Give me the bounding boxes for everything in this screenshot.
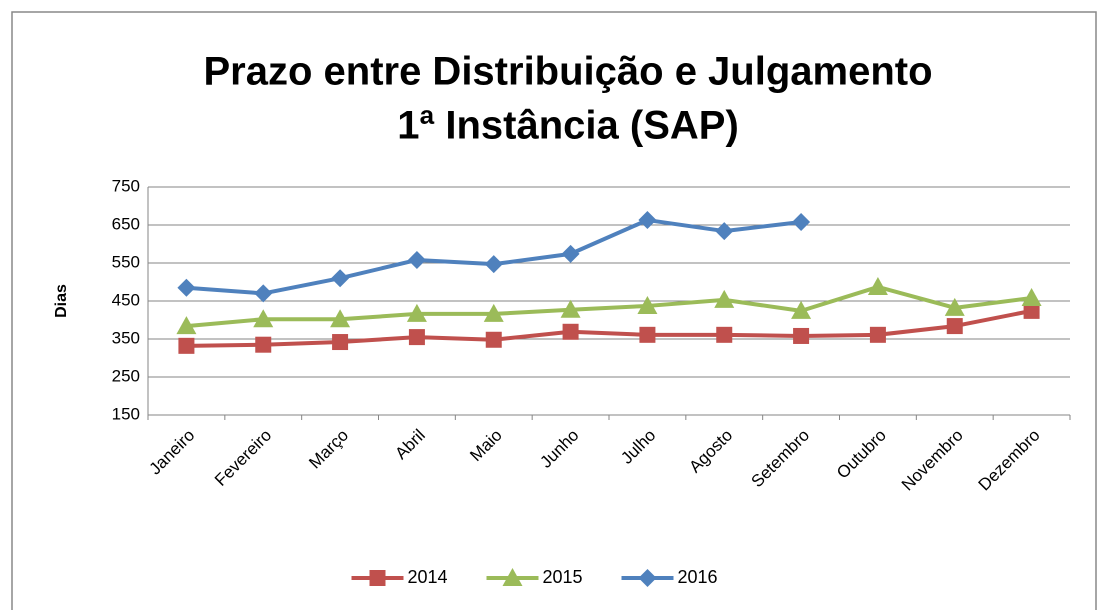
marker (408, 329, 425, 346)
marker (792, 212, 811, 231)
legend-label: 2016 (678, 567, 718, 587)
marker (1021, 287, 1042, 306)
y-axis-title: Dias (53, 284, 70, 318)
marker (483, 303, 504, 322)
y-tick-label: 150 (112, 404, 140, 423)
marker (176, 316, 197, 335)
marker (716, 326, 733, 343)
marker (332, 334, 349, 351)
y-tick-label: 750 (112, 176, 140, 195)
marker (562, 323, 579, 340)
marker (639, 326, 656, 343)
y-tick-label: 650 (112, 214, 140, 233)
series-line (186, 308, 1032, 348)
series-line (186, 284, 1032, 329)
marker (253, 309, 274, 328)
marker (407, 250, 426, 269)
marker (793, 327, 810, 344)
marker (502, 568, 523, 586)
marker (255, 336, 272, 353)
chart-title: Prazo entre Distribuição e Julgamento (203, 50, 932, 94)
y-tick-label: 250 (112, 366, 140, 385)
chart-title: 1ª Instância (SAP) (397, 104, 739, 148)
y-tick-label: 550 (112, 252, 140, 271)
marker (560, 299, 581, 318)
marker (944, 297, 965, 316)
marker (638, 211, 657, 230)
marker (178, 337, 195, 354)
marker (715, 222, 734, 241)
marker (1023, 302, 1040, 319)
legend-label: 2014 (408, 567, 448, 587)
marker (331, 269, 350, 288)
marker (369, 570, 386, 586)
y-tick-label: 350 (112, 328, 140, 347)
marker (561, 244, 580, 263)
marker (637, 295, 658, 314)
marker (485, 331, 502, 348)
marker (330, 309, 351, 328)
marker (791, 300, 812, 319)
legend-label: 2015 (543, 567, 583, 587)
marker (638, 569, 657, 587)
marker (946, 318, 963, 335)
marker (867, 276, 888, 295)
marker (869, 326, 886, 343)
marker (254, 284, 273, 303)
y-tick-label: 450 (112, 290, 140, 309)
marker (406, 303, 427, 322)
marker (714, 289, 735, 308)
marker (484, 255, 503, 274)
marker (177, 278, 196, 297)
